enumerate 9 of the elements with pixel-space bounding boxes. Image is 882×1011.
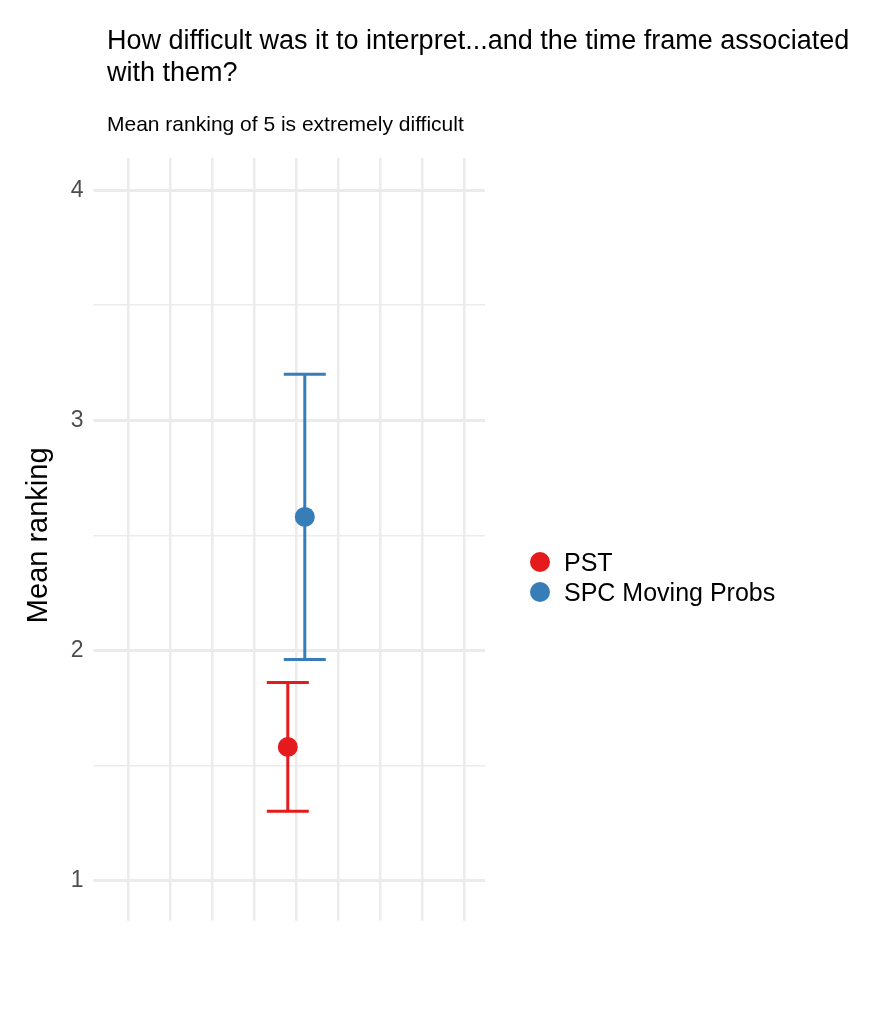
y-tick-label: 3 xyxy=(70,405,84,432)
y-tick-label: 1 xyxy=(70,865,84,892)
chart-title: How difficult was it to interpret...and the time frame associated with them? xyxy=(107,24,851,88)
y-tick-label: 2 xyxy=(70,635,84,662)
legend-label: PST xyxy=(564,547,613,577)
chart-subtitle: Mean ranking of 5 is extremely difficult xyxy=(107,112,464,136)
y-tick-label: 4 xyxy=(70,175,84,202)
y-axis-title: Mean ranking xyxy=(21,447,54,624)
legend-label: SPC Moving Probs xyxy=(564,577,776,607)
